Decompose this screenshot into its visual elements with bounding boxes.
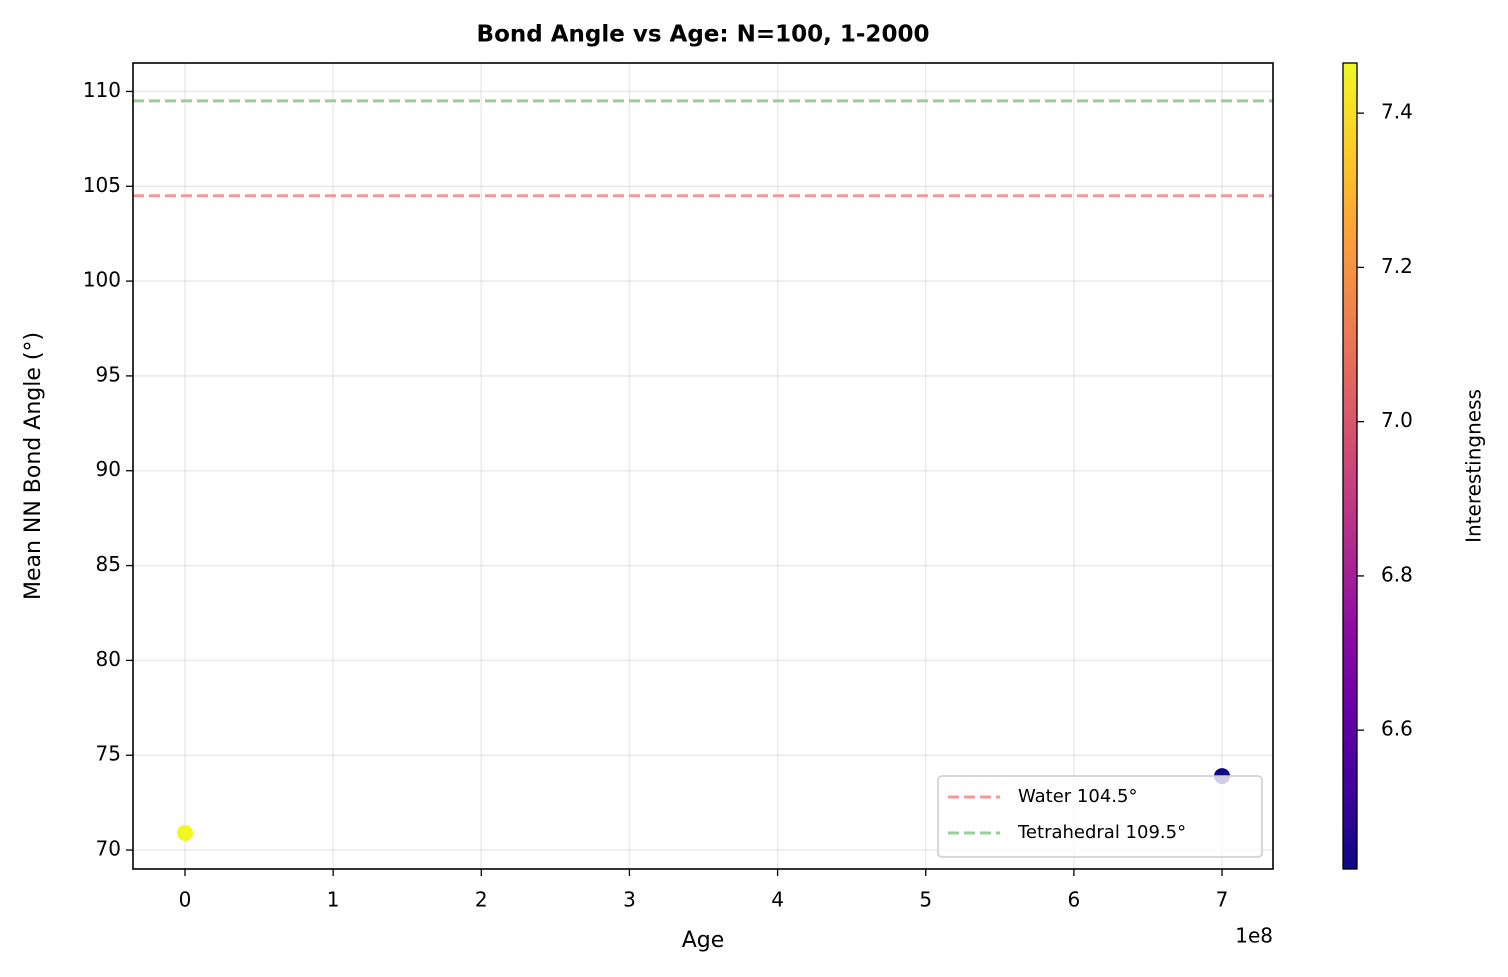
colorbar-tick-label: 7.2 bbox=[1381, 254, 1413, 278]
colorbar bbox=[1342, 62, 1358, 870]
legend: Water 104.5° Tetrahedral 109.5° bbox=[937, 775, 1263, 858]
y-tick-label: 85 bbox=[96, 552, 121, 576]
y-tick-label: 70 bbox=[96, 837, 121, 861]
point bbox=[177, 824, 193, 841]
y-tick-label: 110 bbox=[83, 78, 121, 102]
chart-title: Bond Angle vs Age: N=100, 1-2000 bbox=[477, 22, 930, 48]
colorbar-tick-label: 7.4 bbox=[1381, 100, 1413, 124]
x-tick-label: 5 bbox=[919, 888, 932, 912]
colorbar-label: Interestingness bbox=[1462, 389, 1486, 543]
x-tick-label: 4 bbox=[771, 888, 784, 912]
legend-label: Tetrahedral 109.5° bbox=[1017, 822, 1186, 843]
x-offset-label: 1e8 bbox=[1235, 924, 1273, 948]
y-tick-label: 95 bbox=[96, 362, 121, 386]
x-axis-label: Age bbox=[682, 928, 725, 953]
legend-box bbox=[937, 775, 1263, 858]
y-axis-label: Mean NN Bond Angle (°) bbox=[21, 332, 46, 600]
colorbar-tick-label: 7.0 bbox=[1381, 408, 1413, 432]
colorbar-tick-label: 6.8 bbox=[1381, 562, 1413, 586]
y-tick-label: 90 bbox=[96, 457, 121, 481]
x-tick-label: 3 bbox=[623, 888, 636, 912]
colorbar-tick-label: 6.6 bbox=[1381, 717, 1413, 741]
x-tick-label: 1 bbox=[327, 888, 340, 912]
x-tick-label: 0 bbox=[179, 888, 192, 912]
x-tick-label: 6 bbox=[1068, 888, 1081, 912]
x-tick-label: 2 bbox=[475, 888, 488, 912]
x-tick-label: 7 bbox=[1216, 888, 1229, 912]
y-tick-label: 100 bbox=[83, 268, 121, 292]
y-tick-label: 75 bbox=[96, 742, 121, 766]
y-tick-label: 105 bbox=[83, 173, 121, 197]
y-tick-label: 80 bbox=[96, 647, 121, 671]
legend-label: Water 104.5° bbox=[1018, 786, 1137, 807]
plot-frame bbox=[132, 62, 1274, 870]
